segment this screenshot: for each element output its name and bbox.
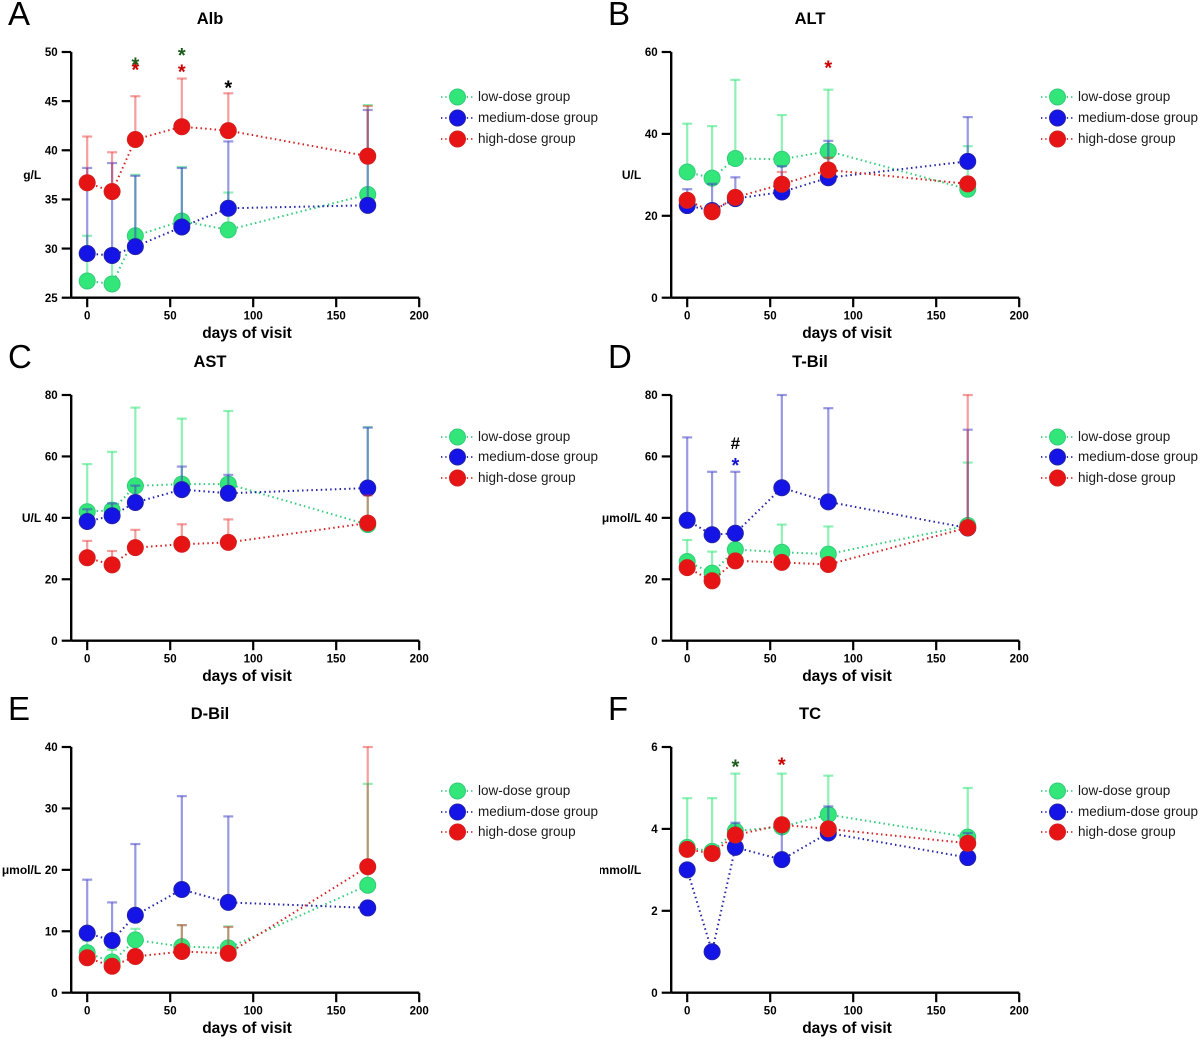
svg-text:45: 45 <box>45 96 58 108</box>
svg-text:4: 4 <box>651 824 658 836</box>
svg-text:30: 30 <box>45 804 58 816</box>
svg-text:150: 150 <box>327 653 346 665</box>
svg-text:200: 200 <box>1010 653 1029 665</box>
svg-text:200: 200 <box>1010 1006 1029 1018</box>
svg-text:50: 50 <box>164 1006 177 1018</box>
svg-text:*: * <box>824 58 832 80</box>
svg-text:*: * <box>131 55 139 77</box>
svg-text:μmol/L: μmol/L <box>602 511 641 525</box>
svg-text:20: 20 <box>45 865 58 877</box>
svg-text:#: # <box>731 433 741 452</box>
svg-text:0: 0 <box>684 1006 690 1018</box>
svg-text:2: 2 <box>651 906 657 918</box>
svg-text:200: 200 <box>410 1006 429 1018</box>
svg-text:40: 40 <box>45 513 58 525</box>
svg-text:*: * <box>778 755 786 777</box>
svg-text:0: 0 <box>651 635 657 647</box>
svg-text:20: 20 <box>645 574 658 586</box>
svg-text:200: 200 <box>410 653 429 665</box>
svg-text:50: 50 <box>164 311 177 323</box>
svg-text:100: 100 <box>244 653 263 665</box>
svg-text:mmol/L: mmol/L <box>600 863 641 877</box>
svg-text:100: 100 <box>844 1006 863 1018</box>
svg-text:100: 100 <box>844 311 863 323</box>
svg-text:80: 80 <box>45 390 58 402</box>
svg-text:20: 20 <box>45 574 58 586</box>
svg-text:35: 35 <box>45 195 58 207</box>
svg-text:50: 50 <box>164 653 177 665</box>
svg-text:150: 150 <box>327 1006 346 1018</box>
svg-text:0: 0 <box>84 1006 90 1018</box>
svg-text:60: 60 <box>45 451 58 463</box>
svg-text:150: 150 <box>927 1006 946 1018</box>
svg-text:100: 100 <box>844 653 863 665</box>
svg-text:0: 0 <box>684 653 690 665</box>
svg-text:50: 50 <box>764 653 777 665</box>
svg-text:200: 200 <box>410 311 429 323</box>
svg-text:60: 60 <box>645 451 658 463</box>
svg-text:30: 30 <box>45 244 58 256</box>
svg-text:*: * <box>178 45 186 67</box>
svg-text:20: 20 <box>645 211 658 223</box>
svg-text:40: 40 <box>645 513 658 525</box>
svg-text:0: 0 <box>84 311 90 323</box>
svg-text:*: * <box>731 454 739 476</box>
svg-text:μmol/L: μmol/L <box>2 863 41 877</box>
svg-text:50: 50 <box>764 311 777 323</box>
svg-text:40: 40 <box>645 129 658 141</box>
svg-text:40: 40 <box>45 145 58 157</box>
svg-text:50: 50 <box>764 1006 777 1018</box>
svg-text:50: 50 <box>45 47 58 59</box>
svg-text:100: 100 <box>244 311 263 323</box>
svg-text:40: 40 <box>45 742 58 754</box>
svg-text:10: 10 <box>45 926 58 938</box>
svg-text:*: * <box>224 77 232 99</box>
svg-text:150: 150 <box>927 311 946 323</box>
svg-text:6: 6 <box>651 742 657 754</box>
svg-text:200: 200 <box>1010 311 1029 323</box>
svg-text:*: * <box>731 757 739 779</box>
svg-text:150: 150 <box>927 653 946 665</box>
svg-text:80: 80 <box>645 390 658 402</box>
svg-text:U/L: U/L <box>22 511 41 525</box>
svg-text:0: 0 <box>651 293 657 305</box>
svg-text:0: 0 <box>684 311 690 323</box>
svg-text:U/L: U/L <box>622 168 641 182</box>
svg-text:60: 60 <box>645 47 658 59</box>
svg-text:0: 0 <box>84 653 90 665</box>
svg-text:g/L: g/L <box>23 168 41 182</box>
svg-text:0: 0 <box>51 988 57 1000</box>
svg-text:100: 100 <box>244 1006 263 1018</box>
svg-text:25: 25 <box>45 293 58 305</box>
svg-text:0: 0 <box>651 988 657 1000</box>
svg-text:150: 150 <box>327 311 346 323</box>
svg-text:0: 0 <box>51 635 57 647</box>
